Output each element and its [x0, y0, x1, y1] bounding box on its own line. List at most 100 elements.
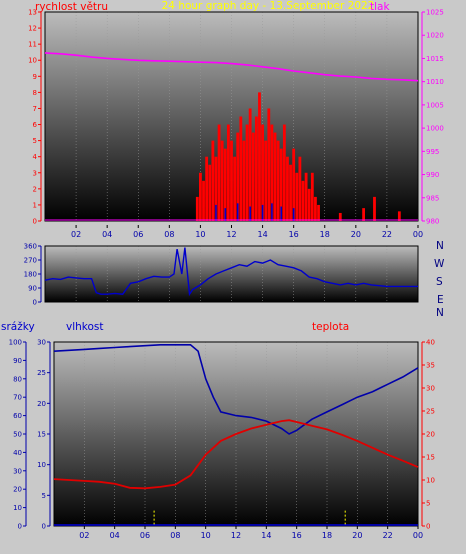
rain-tick-label: 30	[37, 339, 46, 347]
wind-direction-panel: 0 90 180 270 360	[24, 243, 419, 307]
wind-bar	[233, 156, 237, 221]
temperature-label: teplota	[312, 321, 349, 333]
wind-direction-bar	[215, 204, 217, 221]
wind-bar	[279, 148, 283, 221]
direction-tick-label: 180	[24, 271, 37, 279]
pressure-tick-label: 1025	[426, 9, 444, 17]
pressure-tick-label: 1015	[426, 55, 444, 63]
wind-bar	[267, 108, 271, 221]
compass-labels: N W S E N	[434, 240, 445, 319]
wind-bar	[254, 116, 258, 221]
wind-direction-bar	[292, 208, 295, 221]
x-tick-label: 04	[110, 531, 120, 540]
humidity-tick-label: 100	[9, 339, 22, 347]
direction-tick-label: 0	[33, 299, 37, 307]
x-tick-label: 16	[289, 230, 299, 239]
chart-title: 24 hour graph day - 13.September 2022	[162, 0, 375, 12]
temperature-tick-label: 40	[426, 339, 435, 347]
humidity-tick-label: 90	[13, 357, 22, 365]
wind-bar	[230, 140, 233, 221]
humidity-tick-label: 40	[13, 449, 22, 457]
plot-border	[44, 245, 419, 303]
rain-tick-label: 15	[37, 431, 46, 439]
pressure-line	[44, 52, 419, 82]
temperature-tick-label: 25	[426, 408, 435, 416]
wind-bar	[270, 124, 274, 221]
x-tick-label: 00	[413, 230, 423, 239]
humidity-tick-label: 20	[13, 486, 22, 494]
humidity-tick-label: 50	[13, 431, 22, 439]
wind-bar	[214, 156, 218, 221]
wind-pressure-panel: 0123456789101112139809859909951000100510…	[28, 9, 444, 240]
wind-bar	[295, 172, 299, 221]
x-tick-label: 18	[322, 531, 332, 540]
humidity-label: vlhkost	[66, 321, 104, 333]
wind-bar	[307, 188, 311, 221]
wind-direction-bar	[236, 203, 239, 221]
x-tick-label: 14	[257, 230, 267, 239]
humidity-tick-label: 70	[13, 394, 22, 402]
wind-bar	[273, 132, 277, 221]
wind-bar	[251, 132, 255, 221]
wind-speed-tick-label: 6	[33, 121, 38, 129]
x-tick-label: 10	[201, 531, 211, 540]
compass-label: E	[437, 294, 444, 306]
wind-speed-tick-label: 13	[28, 9, 37, 17]
pressure-tick-label: 1020	[426, 32, 444, 40]
wind-bar	[195, 196, 199, 221]
wind-bar	[220, 140, 224, 221]
humidity-temperature-rain-panel: 0102030405060708090100051015202530051015…	[9, 339, 435, 541]
wind-bar	[245, 124, 249, 221]
wind-bar	[310, 172, 314, 221]
pressure-tick-label: 995	[426, 148, 439, 156]
x-tick-label: 02	[79, 531, 89, 540]
wind-speed-tick-label: 5	[33, 137, 37, 145]
wind-bar	[258, 92, 261, 221]
wind-bar	[338, 212, 342, 221]
x-tick-label: 18	[320, 230, 330, 239]
pressure-tick-label: 985	[426, 194, 439, 202]
rain-tick-label: 0	[42, 523, 46, 531]
compass-label: S	[436, 276, 443, 288]
wind-bar	[301, 180, 305, 221]
rain-label: srážky	[1, 321, 35, 333]
pressure-label: tlak	[370, 1, 390, 13]
x-tick-label: 12	[231, 531, 241, 540]
wind-bar	[264, 140, 268, 221]
wind-bar	[208, 164, 212, 221]
pressure-tick-label: 980	[426, 218, 439, 226]
temperature-tick-label: 5	[426, 500, 430, 508]
wind-bar	[292, 148, 296, 221]
wind-bar	[211, 140, 215, 221]
x-tick-label: 12	[226, 230, 236, 239]
wind-bar	[223, 148, 227, 221]
x-tick-label: 08	[164, 230, 174, 239]
compass-label: N	[436, 307, 444, 319]
x-tick-label: 10	[195, 230, 205, 239]
wind-speed-tick-label: 2	[33, 185, 37, 193]
pressure-tick-label: 1005	[426, 101, 444, 109]
wind-bar	[248, 108, 252, 221]
wind-bar	[304, 172, 308, 221]
wind-direction-bar	[224, 208, 227, 221]
wind-bar	[236, 132, 240, 221]
temperature-tick-label: 20	[426, 431, 435, 439]
wind-bar	[317, 204, 320, 221]
wind-bar	[286, 156, 289, 221]
humidity-tick-label: 60	[13, 412, 22, 420]
pressure-tick-label: 1010	[426, 78, 444, 86]
wind-bar	[314, 196, 317, 221]
wind-speed-label: rychlost větru	[35, 1, 108, 13]
humidity-tick-label: 10	[13, 504, 22, 512]
x-tick-label: 14	[261, 531, 271, 540]
wind-bar	[205, 156, 209, 221]
x-tick-label: 22	[383, 531, 393, 540]
pressure-tick-label: 1000	[426, 125, 444, 133]
wind-bar	[397, 211, 401, 221]
wind-bar	[239, 116, 243, 221]
x-tick-label: 20	[352, 531, 362, 540]
x-tick-label: 08	[170, 531, 180, 540]
wind-direction-line	[44, 247, 418, 297]
wind-bar	[226, 124, 230, 221]
